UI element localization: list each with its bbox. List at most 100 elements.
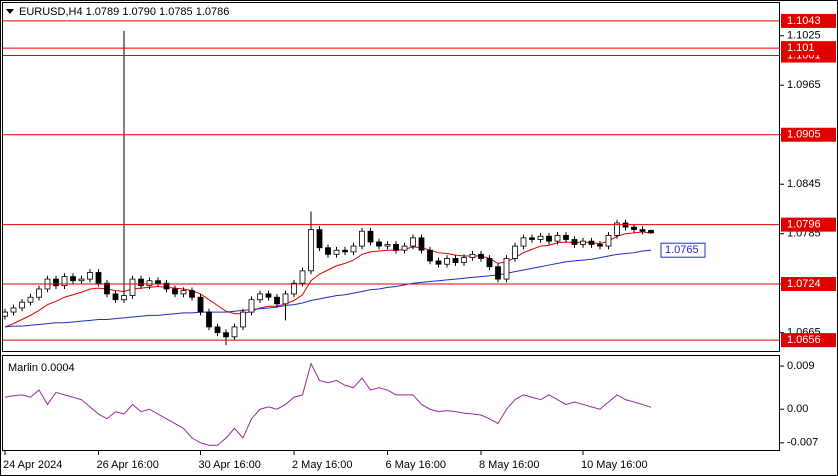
candle-body (146, 280, 153, 287)
candle-body (61, 276, 68, 287)
candle-body (333, 249, 340, 255)
level-label: 1.101 (787, 42, 815, 54)
candle-body (138, 278, 144, 287)
candle-body (384, 244, 391, 247)
candle-body (520, 237, 527, 247)
y-tick-label: 0.009 (787, 360, 815, 372)
candle-body (223, 332, 229, 338)
x-tick-label: 8 May 16:00 (479, 459, 540, 471)
candle-body (95, 272, 102, 284)
candle-body (580, 240, 586, 245)
candle-body (350, 245, 357, 253)
level-label-box (781, 217, 836, 232)
candle-body (614, 222, 620, 236)
candle-body (359, 230, 365, 247)
candle-body (180, 290, 187, 295)
candle-body (104, 282, 110, 295)
candle-body (240, 311, 246, 328)
candle-body (435, 260, 442, 265)
candle-body (367, 230, 374, 243)
plot-layer: 1.10251.09651.09051.08451.07851.07241.06… (2, 13, 836, 471)
candle-body (291, 282, 297, 295)
candle-body (529, 237, 535, 240)
candle-body (427, 249, 433, 262)
x-tick-label: 6 May 16:00 (386, 459, 447, 471)
candle-body (469, 253, 476, 259)
candle-body (129, 278, 136, 296)
x-tick-label: 10 May 16:00 (581, 459, 648, 471)
candle-body (401, 245, 408, 251)
level-label: 1.1043 (787, 15, 821, 27)
candle-body (478, 253, 484, 259)
candle-body (172, 288, 178, 295)
candle-body (231, 326, 238, 338)
indicator-panel (2, 355, 780, 451)
candle-body (265, 293, 272, 298)
candle-body (197, 296, 204, 313)
candle-body (189, 290, 195, 298)
candle-body (393, 244, 399, 251)
candle-body (512, 245, 518, 259)
candle-body (70, 276, 76, 282)
indicator-line (4, 362, 652, 446)
candle-body (418, 237, 425, 251)
level-label-box (781, 333, 836, 348)
ma-label: 1.0765 (665, 244, 699, 256)
candle-body (563, 234, 569, 240)
x-tick-label: 26 Apr 16:00 (97, 459, 159, 471)
candle-body (316, 229, 323, 249)
level-label-box (781, 41, 836, 56)
candle-body (2, 311, 8, 317)
moving-average (4, 231, 652, 328)
candle-body (53, 278, 59, 287)
ma-label-box (660, 242, 706, 258)
candle-body (308, 229, 314, 272)
y-tick-label: 1.0845 (787, 178, 821, 190)
candle-body (486, 258, 493, 268)
candle-body (155, 280, 161, 284)
level-label: 1.0724 (787, 278, 821, 290)
candle-body (325, 247, 331, 255)
candle-body (248, 299, 255, 313)
level-label-box (781, 13, 836, 28)
candle-body (588, 240, 595, 245)
chart-title: EURUSD,H4 1.0789 1.0790 1.0785 1.0786 (19, 6, 229, 18)
x-tick-label: 24 Apr 2024 (3, 459, 62, 471)
candle-body (19, 301, 25, 309)
candle-body (546, 235, 552, 242)
main-panel (2, 2, 780, 352)
candle-body (571, 239, 578, 245)
candle-body (163, 282, 170, 290)
candle-body (27, 296, 34, 303)
candle-body (282, 293, 289, 305)
y-tick-label: 0.00 (787, 403, 808, 415)
candle-body (257, 293, 263, 301)
candle-body (554, 234, 561, 242)
candle-body (461, 257, 467, 263)
candle-body (452, 258, 459, 263)
level-label-box (781, 127, 836, 142)
menu-triangle (6, 9, 14, 14)
candle-body (299, 270, 306, 284)
moving-average (4, 249, 652, 328)
candle-body (639, 229, 646, 232)
candle-body (444, 258, 450, 265)
candle-body (503, 258, 510, 280)
candle-body (631, 226, 637, 230)
candle-body (36, 288, 42, 298)
candle-body (376, 241, 382, 247)
candle-body (10, 307, 17, 313)
y-tick-label: -0.007 (787, 437, 818, 449)
indicator-title: Marlin 0.0004 (8, 362, 75, 374)
candle-body (87, 272, 93, 280)
x-tick-label: 2 May 16:00 (292, 459, 353, 471)
candle-body (206, 311, 212, 328)
candle-body (274, 296, 280, 305)
level-label-box (781, 277, 836, 292)
level-label: 1.0656 (787, 334, 821, 346)
x-tick-label: 30 Apr 16:00 (199, 459, 261, 471)
candle-body (121, 295, 127, 301)
candle-body (495, 266, 501, 280)
level-label: 1.0905 (787, 129, 821, 141)
